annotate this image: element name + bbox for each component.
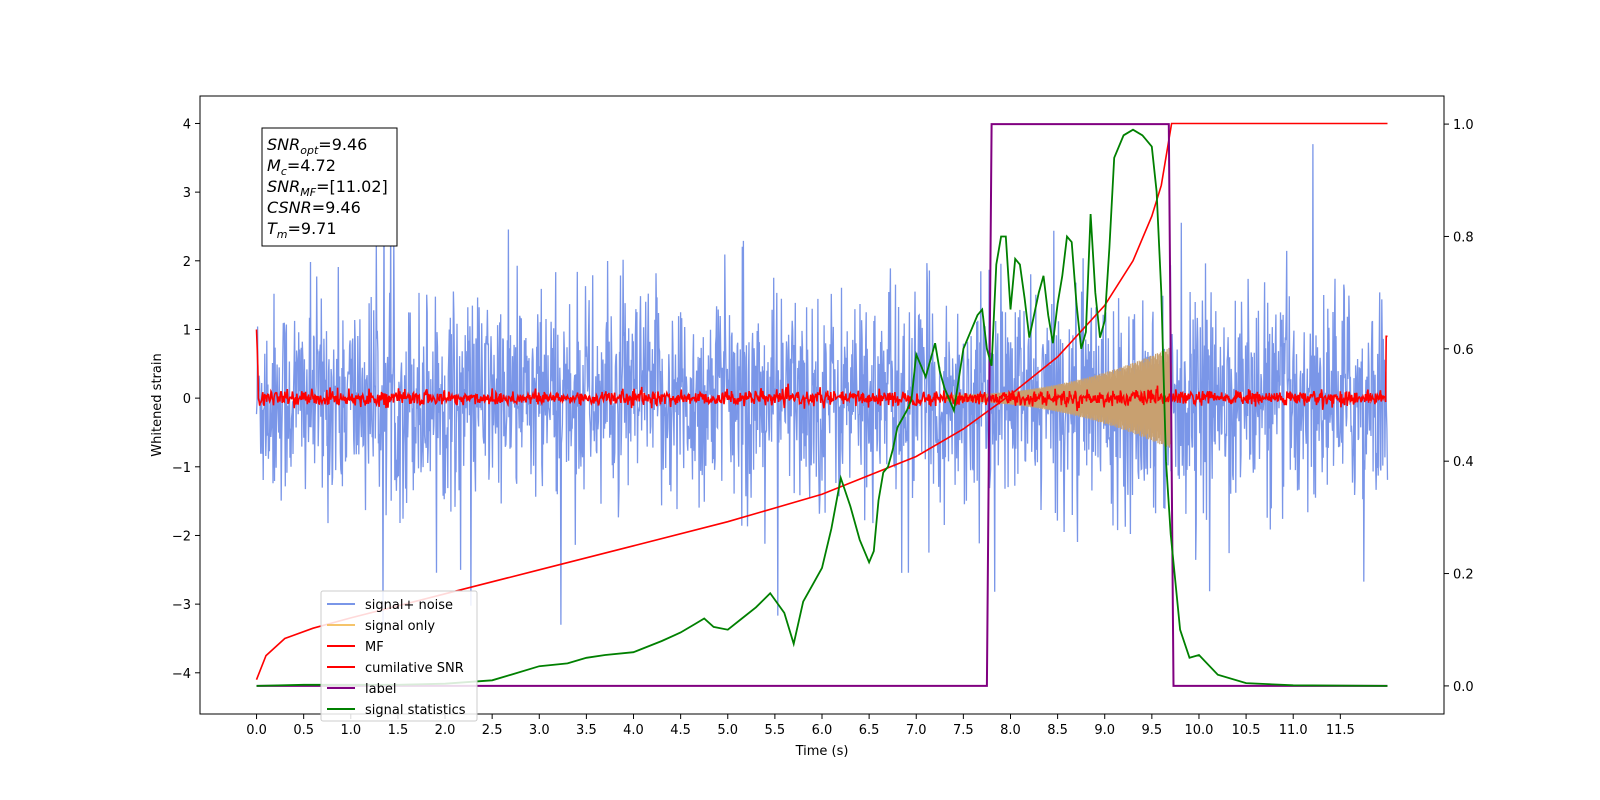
mf-line (255, 329, 1388, 412)
legend-entry: signal only (365, 619, 435, 634)
x-tick-label: 0.0 (246, 723, 267, 738)
info-box-frame (261, 127, 398, 247)
label-line (256, 123, 1388, 687)
info-line: CSNR=9.46 (267, 198, 361, 217)
x-tick-label: 5.5 (765, 723, 786, 738)
y-right-tick-label: 0.0 (1453, 680, 1474, 695)
x-tick-label: 8.5 (1047, 723, 1068, 738)
y-axis-label: Whitened strain (150, 353, 165, 456)
x-tick-label: 2.0 (435, 723, 456, 738)
legend-entry: signal statistics (365, 703, 466, 718)
cumulative-snr-series (255, 122, 1388, 680)
y-left-tick-label: 0 (183, 392, 191, 407)
legend-entry: signal+ noise (365, 598, 453, 613)
y-right-tick-label: 0.2 (1453, 568, 1474, 583)
y-left-tick-label: 4 (183, 117, 191, 132)
y-right-tick-label: 0.6 (1453, 343, 1474, 358)
x-tick-label: 4.5 (670, 723, 691, 738)
legend-entry: label (365, 682, 396, 697)
x-tick-label: 10.0 (1184, 723, 1213, 738)
y-left-tick-label: −3 (172, 598, 191, 613)
legend-entry: cumilative SNR (365, 661, 464, 676)
x-tick-label: 11.5 (1326, 723, 1355, 738)
x-tick-label: 9.5 (1142, 723, 1163, 738)
info-line: SNRMF=[11.02] (267, 177, 388, 199)
y-right-tick-label: 1.0 (1453, 118, 1474, 133)
y-right-tick-label: 0.8 (1453, 230, 1474, 245)
y-right-tick-label: 0.4 (1453, 455, 1474, 470)
x-tick-label: 7.0 (906, 723, 927, 738)
x-tick-label: 3.0 (529, 723, 550, 738)
signal-statistics-series (256, 128, 1388, 687)
legend-entry: MF (365, 640, 384, 655)
y-left-tick-label: −4 (172, 667, 191, 682)
x-axis: 0.0 0.5 1.0 1.5 2.0 2.5 3.0 3.5 4.0 4.5 5.0 5.5 6.0 6… (246, 714, 1355, 738)
x-tick-label: 8.0 (1000, 723, 1021, 738)
signal-statistics-line (256, 128, 1388, 687)
y-left-tick-label: 1 (183, 323, 191, 338)
label-series (256, 123, 1388, 687)
cumulative-snr-line (255, 122, 1388, 680)
info-line: Mc=4.72 (267, 156, 336, 178)
y-left-tick-label: 3 (183, 186, 191, 201)
x-tick-label: 9.0 (1094, 723, 1115, 738)
y-left-tick-label: −1 (172, 461, 191, 476)
info-line: Tm=9.71 (267, 219, 337, 241)
x-tick-label: 6.0 (812, 723, 833, 738)
info-line: SNRopt=9.46 (267, 135, 367, 157)
x-tick-label: 2.5 (482, 723, 503, 738)
x-tick-label: 0.5 (293, 723, 314, 738)
x-tick-label: 1.5 (388, 723, 409, 738)
mf-series (255, 329, 1388, 412)
x-axis-label: Time (s) (795, 744, 849, 759)
legend: signal+ noise signal only MF cumilative SNR… (320, 590, 478, 722)
info-box: SNRopt=9.46Mc=4.72SNRMF=[11.02]CSNR=9.46… (261, 127, 398, 247)
x-tick-label: 4.0 (623, 723, 644, 738)
x-tick-label: 5.0 (717, 723, 738, 738)
y-axis-right: 1.0 0.8 0.6 0.4 0.2 0.0 (1444, 118, 1474, 695)
x-tick-label: 6.5 (859, 723, 880, 738)
legend-frame (320, 590, 478, 722)
x-tick-label: 10.5 (1232, 723, 1261, 738)
y-left-tick-label: 2 (183, 255, 191, 270)
y-left-tick-label: −2 (172, 529, 191, 544)
x-tick-label: 3.5 (576, 723, 597, 738)
y-axis-left: 4 3 2 1 0 −1 −2 −3 −4 (172, 117, 200, 682)
x-tick-label: 7.5 (953, 723, 974, 738)
x-tick-label: 1.0 (340, 723, 361, 738)
x-tick-label: 11.0 (1279, 723, 1308, 738)
